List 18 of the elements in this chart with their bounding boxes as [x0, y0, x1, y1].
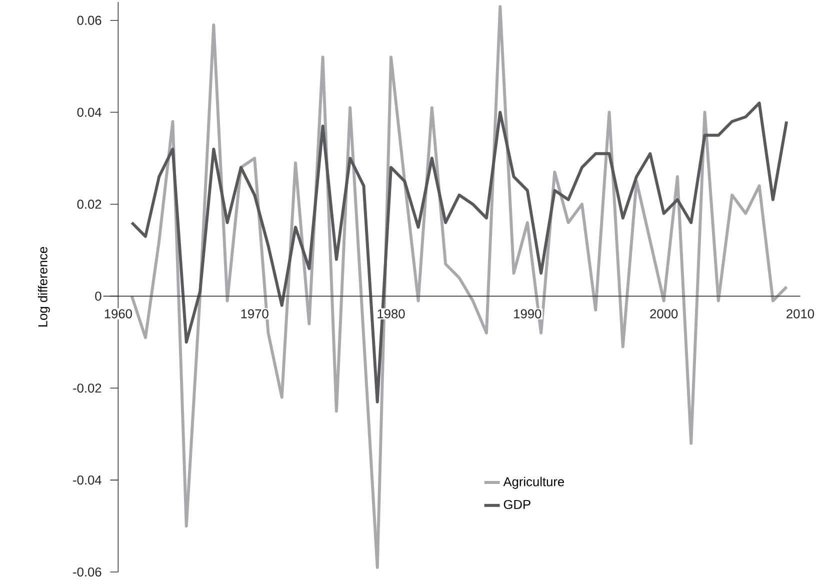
line-series: [130, 102, 788, 404]
y-tick-label: 0: [95, 292, 102, 301]
legend-label: GDP: [504, 500, 530, 510]
x-tick-label: 2010: [786, 309, 814, 318]
x-tick-label: 2000: [650, 309, 678, 318]
legend-label: Agriculture: [503, 476, 564, 489]
line-series: [130, 5, 788, 569]
x-tick-label: 1980: [378, 309, 405, 318]
y-tick-label: -0.06: [73, 568, 102, 577]
y-tick-label: 0.04: [77, 108, 102, 117]
x-tick-label: 1970: [241, 309, 268, 318]
x-tick-label: 1960: [104, 309, 132, 318]
y-tick-label: -0.04: [73, 476, 102, 485]
x-tick-label: 1990: [514, 309, 542, 318]
y-axis-title: Log difference: [38, 247, 50, 327]
y-tick-label: 0.02: [77, 200, 102, 209]
y-tick-label: 0.06: [77, 16, 102, 25]
y-tick-label: -0.02: [73, 384, 102, 393]
